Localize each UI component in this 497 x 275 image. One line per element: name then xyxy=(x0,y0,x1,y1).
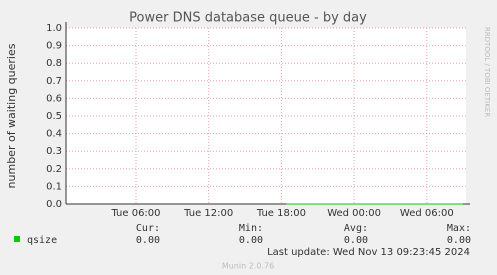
y-tick-label: 0.4 xyxy=(46,129,62,140)
last-update: Last update: Wed Nov 13 09:23:45 2024 xyxy=(267,247,470,258)
legend-value: 0.00 xyxy=(447,235,471,246)
legend-header: Min: xyxy=(239,223,263,234)
y-tick-label: 0.9 xyxy=(46,41,62,52)
y-tick-label: 0.7 xyxy=(46,76,62,87)
x-tick-label: Wed 00:00 xyxy=(327,208,381,219)
x-tick-label: Tue 12:00 xyxy=(183,208,233,219)
y-tick-label: 0.1 xyxy=(46,181,62,192)
y-tick-label: 0.2 xyxy=(46,164,62,175)
y-tick-label: 0.3 xyxy=(46,146,62,157)
x-tick-label: Tue 18:00 xyxy=(256,208,306,219)
legend-swatch xyxy=(14,236,20,242)
legend-value: 0.00 xyxy=(136,235,160,246)
y-tick-label: 0.5 xyxy=(46,111,62,122)
y-tick-label: 1.0 xyxy=(46,23,62,34)
x-tick-label: Tue 06:00 xyxy=(110,208,160,219)
footer: Munin 2.0.76 xyxy=(222,262,274,271)
legend-header: Max: xyxy=(447,223,471,234)
chart-title: Power DNS database queue - by day xyxy=(129,11,367,26)
side-text: RRDTOOL / TOBI OETIKER xyxy=(483,27,491,117)
y-tick-label: 0.8 xyxy=(46,58,62,69)
legend-label: qsize xyxy=(27,235,57,246)
y-axis-label: number of waiting queries xyxy=(5,43,18,188)
y-tick-label: 0.6 xyxy=(46,93,62,104)
legend-header: Cur: xyxy=(136,223,160,234)
legend-header: Avg: xyxy=(344,223,368,234)
legend-value: 0.00 xyxy=(239,235,263,246)
x-tick-label: Wed 06:00 xyxy=(400,208,454,219)
legend-value: 0.00 xyxy=(344,235,368,246)
y-tick-label: 0.0 xyxy=(46,199,62,210)
